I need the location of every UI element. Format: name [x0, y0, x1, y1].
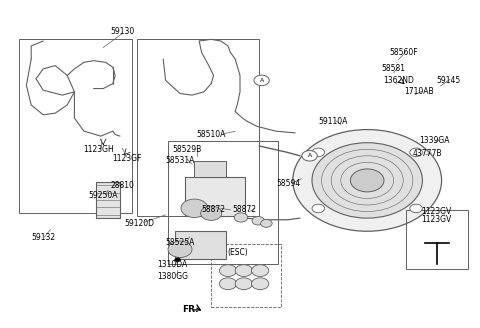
Circle shape [312, 148, 324, 157]
Circle shape [219, 278, 237, 290]
Bar [406, 210, 468, 269]
Text: 58510A: 58510A [196, 130, 226, 139]
Text: 1123GV: 1123GV [421, 215, 452, 224]
Circle shape [312, 204, 324, 213]
Circle shape [293, 130, 442, 231]
Bar [96, 182, 120, 218]
Circle shape [201, 206, 222, 220]
Bar [211, 244, 281, 307]
Circle shape [302, 151, 317, 161]
Bar [137, 39, 259, 216]
Text: 1310DA: 1310DA [157, 259, 188, 269]
Text: 1123GH: 1123GH [83, 145, 114, 154]
Circle shape [219, 265, 237, 277]
Text: (ESC): (ESC) [227, 248, 248, 257]
Text: 58594: 58594 [276, 179, 300, 188]
Circle shape [181, 199, 208, 217]
Circle shape [252, 265, 269, 277]
Text: 59145: 59145 [437, 76, 461, 85]
Text: 58560F: 58560F [389, 48, 418, 57]
Text: FR.: FR. [182, 305, 199, 315]
Circle shape [175, 258, 180, 262]
Circle shape [234, 213, 248, 222]
Bar [194, 161, 226, 177]
Text: 58872: 58872 [233, 205, 257, 214]
Text: 59110A: 59110A [318, 117, 348, 126]
Text: 58529B: 58529B [173, 145, 202, 154]
Text: 58525A: 58525A [165, 238, 195, 247]
Text: 58581: 58581 [382, 64, 406, 73]
Bar [168, 141, 278, 264]
Text: 43777B: 43777B [412, 149, 442, 158]
Circle shape [410, 148, 422, 157]
Text: 59130: 59130 [110, 27, 134, 36]
Circle shape [252, 216, 264, 225]
Text: 58872: 58872 [202, 205, 226, 214]
Circle shape [254, 75, 269, 86]
Bar [19, 39, 132, 213]
Text: 58531A: 58531A [165, 155, 195, 165]
Circle shape [312, 143, 422, 218]
Circle shape [252, 278, 269, 290]
Text: 59120D: 59120D [124, 218, 154, 228]
Text: 59250A: 59250A [88, 191, 118, 200]
Text: 1710AB: 1710AB [404, 87, 434, 96]
Text: 59132: 59132 [31, 233, 55, 242]
Text: 1362ND: 1362ND [383, 76, 414, 85]
Text: 1380GG: 1380GG [157, 272, 188, 281]
Bar [175, 231, 226, 259]
Circle shape [410, 204, 422, 213]
Text: A: A [260, 78, 264, 83]
Text: A: A [308, 153, 312, 158]
Text: 1123GF: 1123GF [112, 154, 142, 163]
Text: 1123GV: 1123GV [421, 207, 452, 216]
Circle shape [350, 169, 384, 192]
Circle shape [261, 219, 272, 227]
Circle shape [235, 265, 252, 277]
Circle shape [168, 241, 192, 257]
Circle shape [235, 278, 252, 290]
Bar [185, 177, 245, 216]
Text: 1339GA: 1339GA [419, 136, 450, 145]
Text: 28810: 28810 [110, 181, 134, 190]
